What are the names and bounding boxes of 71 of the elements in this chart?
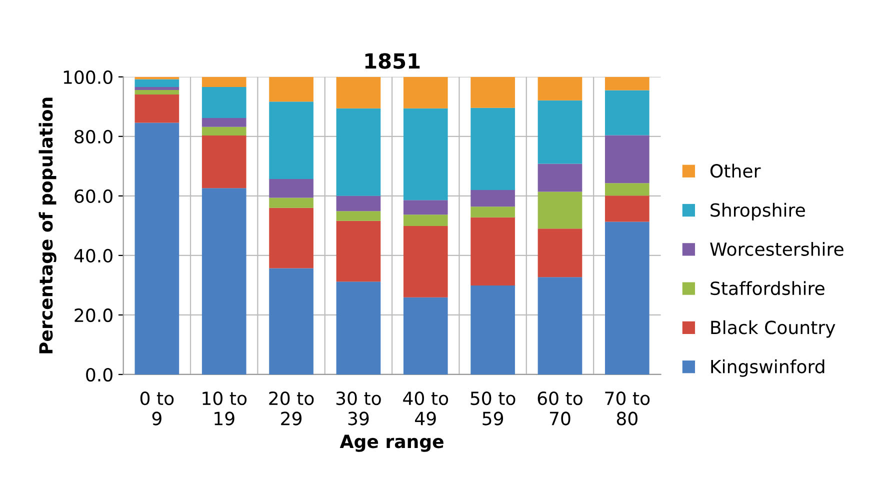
y-axis-title: Percentage of population bbox=[38, 98, 56, 354]
bar bbox=[202, 126, 246, 136]
x-tick-label: 40 to 49 bbox=[403, 391, 448, 426]
bar bbox=[604, 90, 650, 136]
bar bbox=[538, 164, 582, 192]
bar bbox=[134, 122, 180, 374]
bar bbox=[269, 198, 314, 208]
x-axis-title: Age range bbox=[340, 434, 444, 452]
bar bbox=[202, 87, 246, 118]
bar bbox=[336, 76, 381, 108]
x-tick-label: 20 to 29 bbox=[269, 391, 314, 426]
bar bbox=[134, 79, 180, 87]
bar bbox=[403, 76, 448, 108]
bar bbox=[202, 188, 246, 374]
bar bbox=[336, 282, 381, 374]
bar bbox=[604, 183, 650, 196]
bar bbox=[403, 108, 448, 200]
y-tick-label: 60.0 bbox=[74, 189, 112, 204]
bar bbox=[470, 206, 515, 218]
bar bbox=[604, 76, 650, 90]
bar bbox=[134, 94, 180, 123]
bar bbox=[336, 220, 381, 282]
y-tick-label: 0.0 bbox=[86, 368, 112, 382]
bar bbox=[336, 211, 381, 221]
bar bbox=[269, 268, 314, 374]
x-tick-label: 0 to 9 bbox=[140, 391, 174, 426]
bar bbox=[604, 196, 650, 222]
bar bbox=[538, 277, 582, 374]
bar bbox=[134, 90, 180, 94]
bar bbox=[403, 226, 448, 298]
bar bbox=[336, 196, 381, 212]
bar bbox=[269, 102, 314, 179]
bar bbox=[134, 76, 180, 80]
bar bbox=[538, 100, 582, 164]
y-tick-label: 20.0 bbox=[74, 308, 112, 322]
bar bbox=[470, 217, 515, 286]
bar bbox=[538, 192, 582, 229]
bar bbox=[604, 222, 650, 374]
legend-label: Kingswinford bbox=[711, 359, 824, 377]
y-tick-label: 80.0 bbox=[74, 130, 112, 144]
legend-label: Other bbox=[710, 164, 761, 178]
legend-label: Black Country bbox=[711, 320, 836, 338]
x-tick-label: 50 to 59 bbox=[470, 391, 516, 426]
bar bbox=[403, 214, 448, 226]
bar bbox=[470, 190, 515, 207]
bar bbox=[470, 286, 515, 374]
bar bbox=[269, 178, 314, 198]
bar bbox=[403, 297, 448, 374]
y-tick-label: 40.0 bbox=[74, 248, 112, 263]
bar bbox=[470, 108, 515, 190]
bar bbox=[538, 228, 582, 278]
legend-label: Shropshire bbox=[710, 202, 805, 220]
bar bbox=[336, 108, 381, 196]
bar bbox=[470, 76, 515, 108]
chart-title: 1851 bbox=[365, 53, 420, 69]
bar bbox=[202, 118, 246, 127]
x-tick-label: 30 to 39 bbox=[336, 391, 381, 426]
bar bbox=[134, 87, 180, 90]
x-tick-label: 70 to 80 bbox=[605, 391, 650, 426]
bar bbox=[269, 76, 314, 102]
bar bbox=[403, 200, 448, 215]
y-tick-label: 100.0 bbox=[64, 70, 112, 84]
bar bbox=[202, 136, 246, 188]
legend-label: Staffordshire bbox=[710, 281, 824, 296]
bar bbox=[202, 76, 246, 87]
bar bbox=[538, 76, 582, 100]
bar bbox=[269, 208, 314, 268]
legend-label: Worcestershire bbox=[710, 242, 844, 256]
bar bbox=[604, 135, 650, 184]
x-tick-label: 10 to 19 bbox=[202, 391, 247, 426]
x-tick-label: 60 to 70 bbox=[538, 391, 582, 426]
